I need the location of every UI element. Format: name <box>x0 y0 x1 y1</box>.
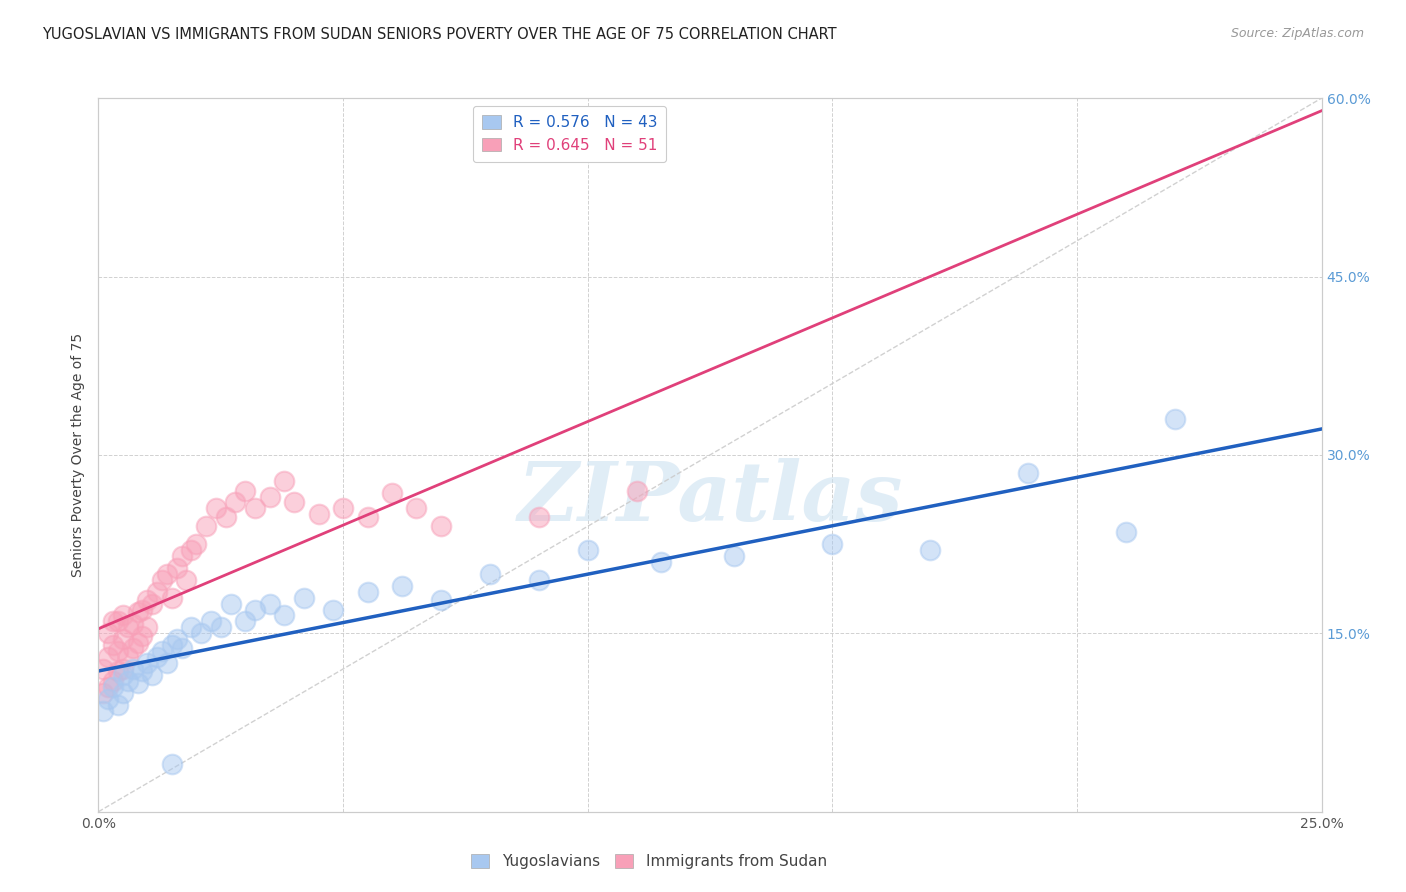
Point <box>356 584 378 599</box>
Point <box>214 509 236 524</box>
Point <box>156 656 179 670</box>
Point <box>332 501 354 516</box>
Point <box>107 615 129 629</box>
Point <box>97 680 120 694</box>
Point <box>259 597 281 611</box>
Y-axis label: Seniors Poverty Over the Age of 75: Seniors Poverty Over the Age of 75 <box>72 333 86 577</box>
Point <box>180 620 202 634</box>
Point <box>1164 412 1187 426</box>
Point <box>527 573 550 587</box>
Point <box>322 602 344 616</box>
Point <box>117 650 139 665</box>
Point <box>101 673 124 688</box>
Point <box>1017 466 1039 480</box>
Point <box>920 543 942 558</box>
Point <box>97 626 120 640</box>
Point <box>101 638 124 652</box>
Point <box>200 615 222 629</box>
Point <box>243 501 266 516</box>
Point <box>170 549 193 563</box>
Point <box>180 543 202 558</box>
Point <box>273 608 295 623</box>
Point <box>166 632 188 647</box>
Point <box>131 629 153 643</box>
Point <box>107 644 129 658</box>
Point <box>650 555 672 569</box>
Point <box>259 490 281 504</box>
Point <box>160 757 183 772</box>
Point <box>141 668 163 682</box>
Point <box>146 584 169 599</box>
Point <box>97 691 120 706</box>
Point <box>117 620 139 634</box>
Point <box>195 519 218 533</box>
Point <box>527 509 550 524</box>
Point <box>117 673 139 688</box>
Point <box>190 626 212 640</box>
Point <box>121 616 143 631</box>
Text: Source: ZipAtlas.com: Source: ZipAtlas.com <box>1230 27 1364 40</box>
Text: YUGOSLAVIAN VS IMMIGRANTS FROM SUDAN SENIORS POVERTY OVER THE AGE OF 75 CORRELAT: YUGOSLAVIAN VS IMMIGRANTS FROM SUDAN SEN… <box>42 27 837 42</box>
Point <box>283 495 305 509</box>
Point <box>224 495 246 509</box>
Point <box>626 483 648 498</box>
Point <box>131 665 153 679</box>
Point <box>150 573 173 587</box>
Point <box>405 501 427 516</box>
Point <box>430 519 453 533</box>
Point <box>136 593 159 607</box>
Point <box>219 597 242 611</box>
Point <box>308 508 330 522</box>
Point <box>127 605 149 619</box>
Point <box>821 537 844 551</box>
Point <box>101 680 124 694</box>
Point <box>141 597 163 611</box>
Point <box>101 615 124 629</box>
Point <box>170 640 193 655</box>
Point <box>391 579 413 593</box>
Point <box>136 620 159 634</box>
Point <box>121 640 143 655</box>
Legend: Yugoslavians, Immigrants from Sudan: Yugoslavians, Immigrants from Sudan <box>465 848 832 875</box>
Point <box>111 632 134 647</box>
Point <box>209 620 232 634</box>
Point <box>146 650 169 665</box>
Point <box>723 549 745 563</box>
Point <box>430 593 453 607</box>
Point <box>111 668 134 682</box>
Point <box>111 608 134 623</box>
Point <box>576 543 599 558</box>
Point <box>160 638 183 652</box>
Point <box>1115 525 1137 540</box>
Point <box>356 509 378 524</box>
Point <box>243 602 266 616</box>
Point <box>150 644 173 658</box>
Point <box>166 561 188 575</box>
Point <box>107 698 129 712</box>
Point <box>127 676 149 690</box>
Point <box>273 474 295 488</box>
Point <box>233 483 256 498</box>
Point <box>91 662 114 676</box>
Point <box>107 665 129 679</box>
Point <box>91 704 114 718</box>
Point <box>136 656 159 670</box>
Point <box>233 615 256 629</box>
Point <box>156 566 179 581</box>
Point <box>292 591 315 605</box>
Point <box>91 686 114 700</box>
Text: ZIPatlas: ZIPatlas <box>517 458 903 538</box>
Point <box>97 650 120 665</box>
Point <box>111 662 134 676</box>
Point <box>121 662 143 676</box>
Point <box>131 602 153 616</box>
Point <box>176 573 198 587</box>
Point <box>160 591 183 605</box>
Point <box>381 486 404 500</box>
Point <box>205 501 228 516</box>
Point <box>111 686 134 700</box>
Point <box>186 537 208 551</box>
Point <box>478 566 501 581</box>
Point <box>127 636 149 650</box>
